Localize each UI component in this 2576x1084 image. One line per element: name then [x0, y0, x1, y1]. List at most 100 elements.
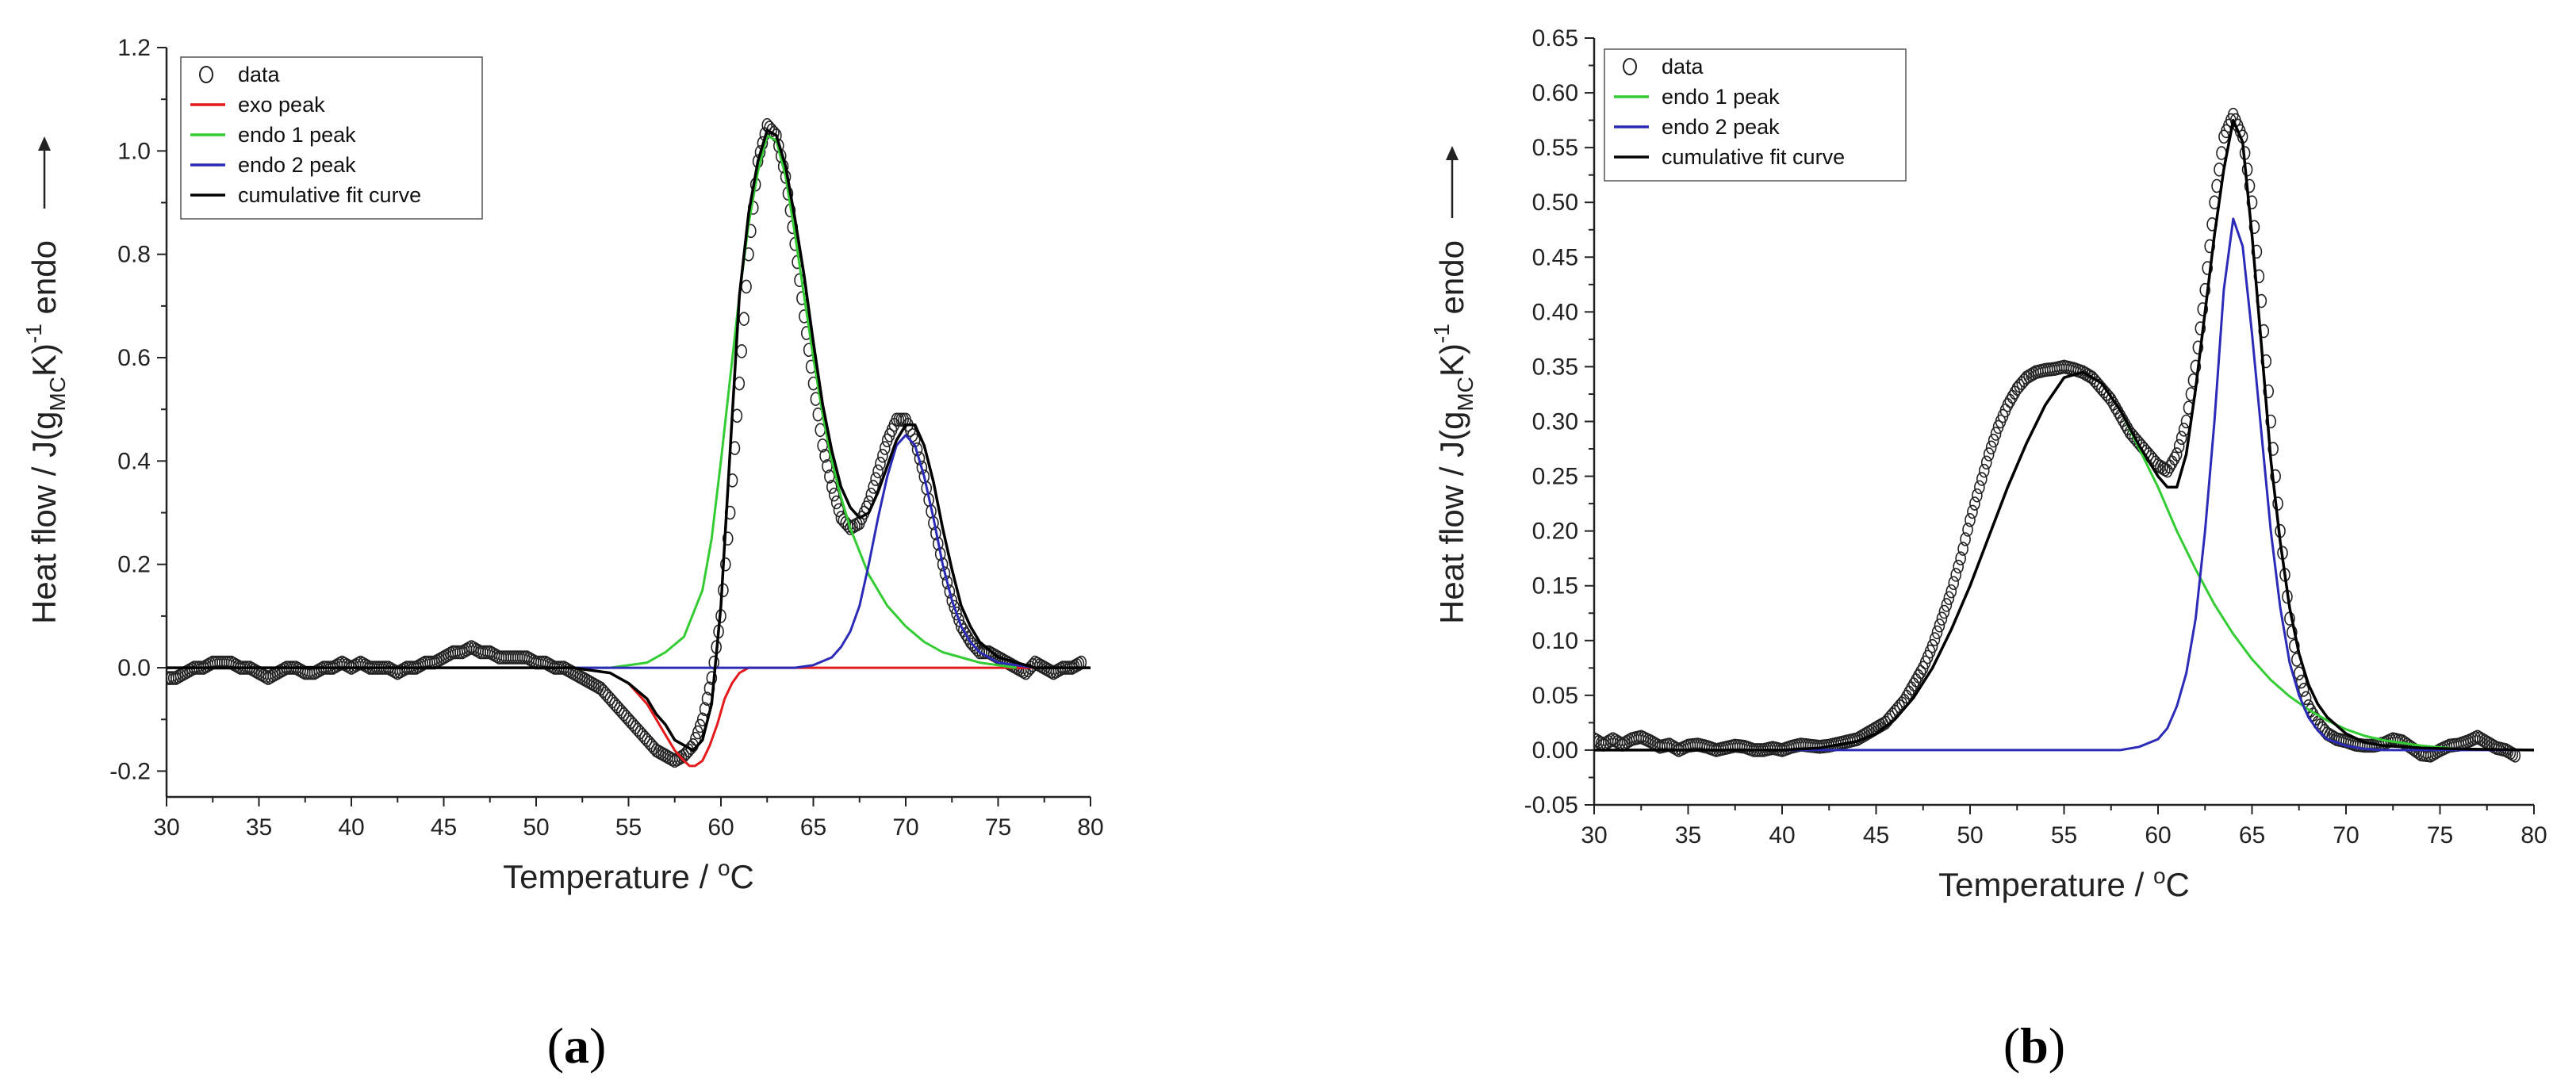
- y-tick-label: -0.2: [109, 758, 151, 784]
- data-point: [2263, 384, 2275, 399]
- chart-b: 30 35 40 45 50 55 60 65 70 75 80 -0.05 0.00 0.05 0.10 0…: [1429, 25, 2547, 1074]
- data-point: [2202, 261, 2214, 275]
- y-axis-label: Heat flow / J(gMCK)-1 endo: [21, 240, 70, 624]
- data-point: [1913, 668, 1924, 684]
- data-point: [944, 584, 956, 599]
- data-point: [2175, 431, 2187, 446]
- x-tick-label: 60: [707, 814, 734, 841]
- series-endo-1-peak: [573, 134, 1018, 669]
- legend-label: endo 1 peak: [1662, 85, 1780, 109]
- x-tick-label: 65: [800, 814, 826, 841]
- data-point: [734, 376, 746, 391]
- data-point: [2007, 389, 2018, 404]
- data-point: [738, 312, 749, 326]
- data-point: [868, 480, 880, 494]
- y-tick-label: 0.10: [1532, 628, 1578, 654]
- y-tick-label: 0.50: [1532, 190, 1578, 216]
- legend-label: cumulative fit curve: [238, 183, 421, 207]
- data-point: [1983, 447, 1995, 462]
- endo-arrow-head: [1446, 146, 1459, 160]
- data-point: [722, 531, 734, 546]
- data-point: [877, 449, 888, 463]
- data-point: [2295, 674, 2307, 689]
- x-tick-label: 65: [2239, 822, 2265, 848]
- data-point: [741, 279, 752, 294]
- data-point: [817, 439, 828, 453]
- data-point: [1990, 427, 2002, 441]
- data-point: [1948, 576, 1960, 591]
- y-tick-label: 0.4: [117, 448, 151, 474]
- data-point: [875, 456, 886, 471]
- data-point: [2004, 393, 2016, 408]
- data-point: [2246, 195, 2258, 210]
- y-tick-label: 0.2: [117, 552, 151, 578]
- legend-label: endo 2 peak: [1662, 115, 1780, 139]
- x-axis-label: Temperature / oC: [503, 856, 754, 895]
- x-tick-label: 50: [1957, 822, 1983, 848]
- panel-caption: (b): [2003, 1017, 2065, 1074]
- data-point: [1962, 523, 1973, 537]
- data-point: [1988, 433, 1999, 448]
- data-point: [2251, 244, 2263, 259]
- y-tick-label: 0.05: [1532, 683, 1578, 709]
- data-point: [2199, 282, 2211, 297]
- y-tick-label: 0.00: [1532, 737, 1578, 764]
- data-point: [941, 575, 953, 590]
- data-point: [826, 480, 838, 494]
- legend-label: endo 2 peak: [238, 153, 356, 177]
- legend: data exo peak endo 1 peak endo 2 peak cumula…: [180, 56, 483, 220]
- legend: data endo 1 peak endo 2 peak cumulative fit…: [1604, 48, 1907, 182]
- data-point: [1976, 472, 1988, 486]
- data-point: [1980, 455, 1992, 470]
- x-axis-label: Temperature / oC: [1938, 864, 2190, 903]
- x-tick-label: 50: [523, 814, 549, 841]
- legend-label: endo 1 peak: [238, 123, 356, 147]
- data-point: [939, 566, 951, 580]
- data-point: [828, 487, 840, 502]
- y-axis-label: Heat flow / J(gMCK)-1 endo: [1429, 240, 1478, 624]
- y-tick-label: 0.25: [1532, 464, 1578, 490]
- legend-label: data: [238, 63, 281, 86]
- data-point: [1934, 618, 1945, 633]
- data-point: [879, 441, 891, 455]
- x-tick-label: 55: [615, 814, 642, 841]
- data-point: [1978, 463, 1990, 478]
- data-point: [1938, 604, 1950, 619]
- series-endo-1-peak: [1594, 370, 2534, 752]
- data-point: [2173, 439, 2185, 454]
- x-tick-label: 80: [1077, 814, 1103, 841]
- legend-label: data: [1662, 55, 1704, 79]
- data-point: [1908, 677, 1919, 691]
- plot-area: [167, 117, 1091, 768]
- data-point: [1957, 542, 1968, 556]
- x-tick-label: 35: [1675, 822, 1701, 848]
- legend-box: [1604, 48, 1907, 182]
- data-point: [1945, 584, 1957, 599]
- y-tick-label: 0.35: [1532, 354, 1578, 380]
- data-point: [872, 464, 884, 479]
- x-tick-label: 45: [1863, 822, 1889, 848]
- data-point: [1915, 665, 1926, 680]
- data-point: [1960, 532, 1971, 546]
- y-tick-label: 0.8: [117, 242, 151, 268]
- data-point: [949, 599, 960, 615]
- series-exo-peak: [536, 666, 1072, 768]
- y-tick-label: 0.15: [1532, 573, 1578, 599]
- data-point: [951, 606, 962, 621]
- x-tick-label: 40: [338, 814, 364, 841]
- data-point: [2298, 683, 2310, 697]
- x-tick-label: 75: [985, 814, 1011, 841]
- x-tick-label: 55: [2051, 822, 2077, 848]
- data-point: [1969, 496, 1980, 511]
- data-point: [2166, 455, 2178, 470]
- data-point: [1965, 513, 1976, 527]
- x-tick-label: 30: [153, 814, 179, 841]
- series-cumulative-fit-curve: [167, 128, 1091, 753]
- panel-caption: (a): [547, 1017, 607, 1074]
- data-point: [1936, 611, 1948, 626]
- y-tick-label: -0.05: [1524, 792, 1578, 818]
- data-point: [720, 557, 731, 572]
- y-tick-label: 0.60: [1532, 80, 1578, 106]
- data-point: [1953, 559, 1964, 574]
